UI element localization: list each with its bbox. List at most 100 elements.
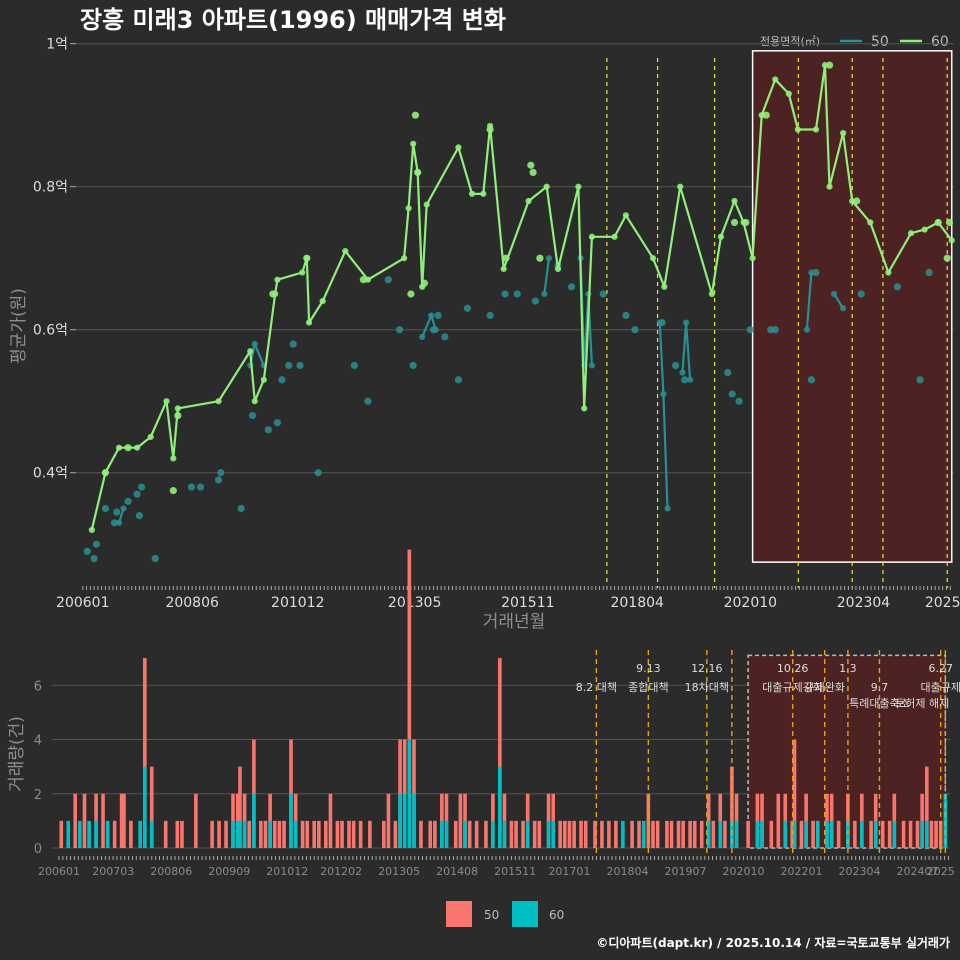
bar-50-112 (776, 793, 781, 848)
bottom-xtick-label-11: 201907 (664, 865, 706, 878)
bar-50-50 (386, 793, 391, 848)
series-60-vertex-42 (708, 290, 715, 298)
series-60-vertex-16 (305, 319, 313, 326)
series-60-point-18 (762, 111, 770, 119)
series-50-point-18 (273, 419, 281, 427)
series-60-vertex-36 (588, 233, 596, 240)
top-xtick-label-0: 200601 (56, 595, 109, 611)
series-60-vertex-24 (419, 283, 426, 290)
bar-50-74 (532, 820, 537, 848)
bar-50-135 (924, 766, 929, 848)
bar-50-65 (474, 820, 479, 848)
series-60-vertex-17 (319, 298, 326, 305)
series-50-point-25 (364, 397, 372, 405)
series-60-vertex-61 (948, 237, 955, 244)
bar-60-23 (231, 820, 235, 848)
bar-60-110 (760, 820, 764, 848)
top-chart-axes: 200601 200806 201012 201305 201511 201804 2020… (56, 586, 960, 611)
series-60-vertex-43 (717, 233, 725, 240)
bar-50-61 (453, 820, 458, 848)
bar-60-1 (66, 820, 71, 848)
series-50-point-56 (916, 376, 924, 384)
chart-title: 장흥 미래3 아파트(1996) 매매가격 변화 (80, 6, 506, 34)
bar-50-48 (368, 820, 372, 848)
series-50-group (83, 255, 933, 563)
volume-bars (59, 549, 948, 848)
bar-60-121 (829, 820, 834, 848)
series-60-vertex-7 (174, 405, 181, 412)
series-50-point-57 (925, 268, 933, 277)
bar-60-104 (718, 820, 723, 848)
series-60-vertex-26 (455, 144, 462, 151)
top-ytick-label-2: 0.8억 (33, 180, 68, 196)
series-50-point-19 (278, 376, 286, 384)
top-xtick-label-6: 202010 (724, 595, 777, 611)
bottom-ytick-label-2: 4 (34, 734, 42, 749)
series-50-vertex-16 (664, 505, 671, 512)
top-ytick-label-1: 0.6억 (33, 323, 68, 339)
series-50-point-8 (138, 483, 146, 491)
series-60-vertex-60 (935, 219, 942, 226)
series-60-group (88, 61, 955, 534)
bar-50-20 (210, 820, 214, 848)
bar-60-24 (235, 820, 240, 848)
bar-60-120 (825, 820, 829, 848)
bar-60-119 (815, 820, 820, 848)
series-50-point-23 (314, 469, 322, 477)
bar-50-80 (567, 820, 572, 848)
bar-50-41 (324, 820, 328, 848)
bar-50-2 (73, 793, 78, 848)
bar-50-100 (692, 820, 697, 848)
series-50-point-26 (384, 276, 392, 284)
bottom-xtick-label-15: 202407 (897, 865, 939, 878)
series-60-point-20 (853, 197, 861, 205)
top-y-axis-label: 평균가(원) (9, 288, 29, 364)
series-60-vertex-10 (251, 398, 258, 405)
series-60-point-19 (825, 61, 834, 69)
bar-50-12 (129, 820, 133, 848)
bar-60-134 (920, 820, 924, 848)
bar-60-54 (407, 739, 412, 848)
series-50-point-17 (264, 426, 272, 434)
bottom-xtick-label-5: 201202 (320, 865, 362, 878)
series-60-vertex-58 (907, 230, 915, 237)
bar-50-64 (467, 820, 472, 848)
bar-60-113 (783, 820, 788, 848)
bar-60-69 (502, 820, 507, 848)
series-50-point-14 (217, 469, 225, 477)
series-50-vertex-1 (120, 505, 127, 512)
bar-50-45 (347, 820, 351, 848)
annotation-2: 종합대책 (628, 681, 668, 694)
series-50-point-34 (486, 311, 494, 320)
bar-50-71 (514, 820, 518, 848)
bar-50-43 (335, 820, 340, 848)
series-50-point-42 (631, 326, 639, 334)
bar-60-35 (289, 793, 293, 848)
series-60-point-22 (943, 254, 951, 262)
bar-60-67 (491, 820, 495, 848)
series-60-point-13 (527, 161, 535, 169)
bar-50-30 (263, 820, 268, 848)
series-50-point-1 (90, 554, 98, 563)
bar-60-125 (860, 820, 864, 848)
bar-50-87 (614, 820, 618, 848)
series-60-vertex-54 (840, 129, 847, 137)
bar-50-137 (934, 820, 938, 848)
bar-60-3 (78, 820, 82, 848)
annotation-9: 9.7 (871, 681, 889, 694)
series-50-vertex-0 (115, 519, 123, 526)
bottom-y-axis-label: 거래량(건) (7, 716, 27, 792)
bar-50-98 (681, 820, 685, 848)
bar-60-28 (252, 793, 256, 848)
series-50-vertex-5 (419, 333, 426, 340)
series-50-point-11 (187, 483, 196, 491)
bottom-chart-axes: 200601 200703 200806 200909 201012 201202 2013… (38, 856, 955, 878)
series-50-point-41 (622, 311, 630, 320)
series-60-vertex-19 (364, 276, 372, 283)
series-60-vertex-44 (731, 197, 738, 205)
bar-50-14 (143, 658, 147, 848)
series-60-vertex-48 (772, 76, 779, 83)
series-50-point-54 (857, 290, 865, 298)
series-60-vertex-38 (622, 212, 629, 219)
bar-60-68 (498, 766, 502, 848)
